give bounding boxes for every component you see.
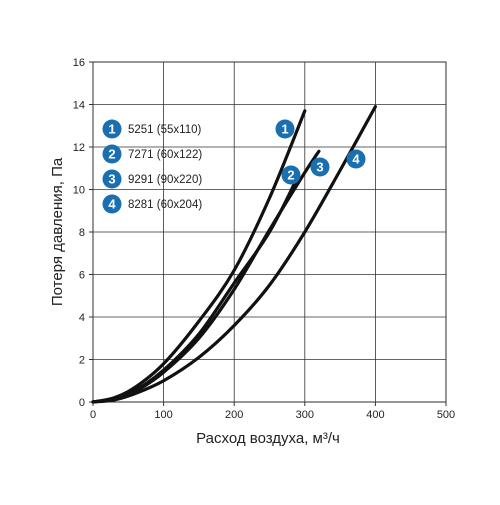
series-lines [91,105,377,404]
series-badge-number: 3 [316,160,323,175]
x-tick-label: 200 [225,409,243,421]
x-tick-label: 400 [366,409,384,421]
x-tick-label: 500 [437,409,455,421]
series-badge-4 [346,149,366,169]
legend-entry-1: 5251 (55x110) [128,124,201,136]
legend-badge-number: 1 [108,122,115,137]
legend-badge-number: 3 [108,172,115,187]
series-badges: 1 2 3 4 [275,119,366,185]
y-tick-label: 6 [79,270,85,282]
x-tick-label: 100 [154,409,172,421]
series-badge-2 [281,165,301,185]
legend-badge-number: 2 [108,147,115,162]
y-tick-label: 14 [73,100,85,112]
series-badge-1 [275,119,295,139]
x-tick-label: 0 [90,409,96,421]
series-line-4 [91,105,377,404]
y-tick-label: 4 [79,312,85,324]
y-tick-label: 12 [73,142,85,154]
x-axis-label: Расход воздуха, м³/ч [196,430,340,447]
y-tick-label: 8 [79,227,85,239]
legend-entry-4: 8281 (60x204) [128,199,202,211]
legend-badge [102,169,122,189]
legend-badge [102,144,122,164]
y-tick-label: 2 [79,355,85,367]
y-tick-label: 0 [79,397,85,409]
y-tick-label: 16 [73,57,85,69]
series-badge-number: 1 [281,122,288,137]
legend-entry-3: 9291 (90x220) [128,174,202,186]
legend: 1 5251 (55x110) 2 7271 (60x122) 3 9291 (90x22… [102,119,202,214]
series-line-3 [91,149,321,404]
legend-badge [102,119,122,139]
y-tick-label: 10 [73,185,85,197]
legend-entry-2: 7271 (60x122) [128,149,202,161]
y-axis-label: Потеря давления, Па [49,157,66,306]
x-tick-label: 300 [296,409,314,421]
legend-badge [102,194,122,214]
legend-badge-number: 4 [108,197,116,212]
series-badge-number: 4 [352,152,360,167]
series-badge-3 [310,157,330,177]
series-badge-number: 2 [287,168,294,183]
